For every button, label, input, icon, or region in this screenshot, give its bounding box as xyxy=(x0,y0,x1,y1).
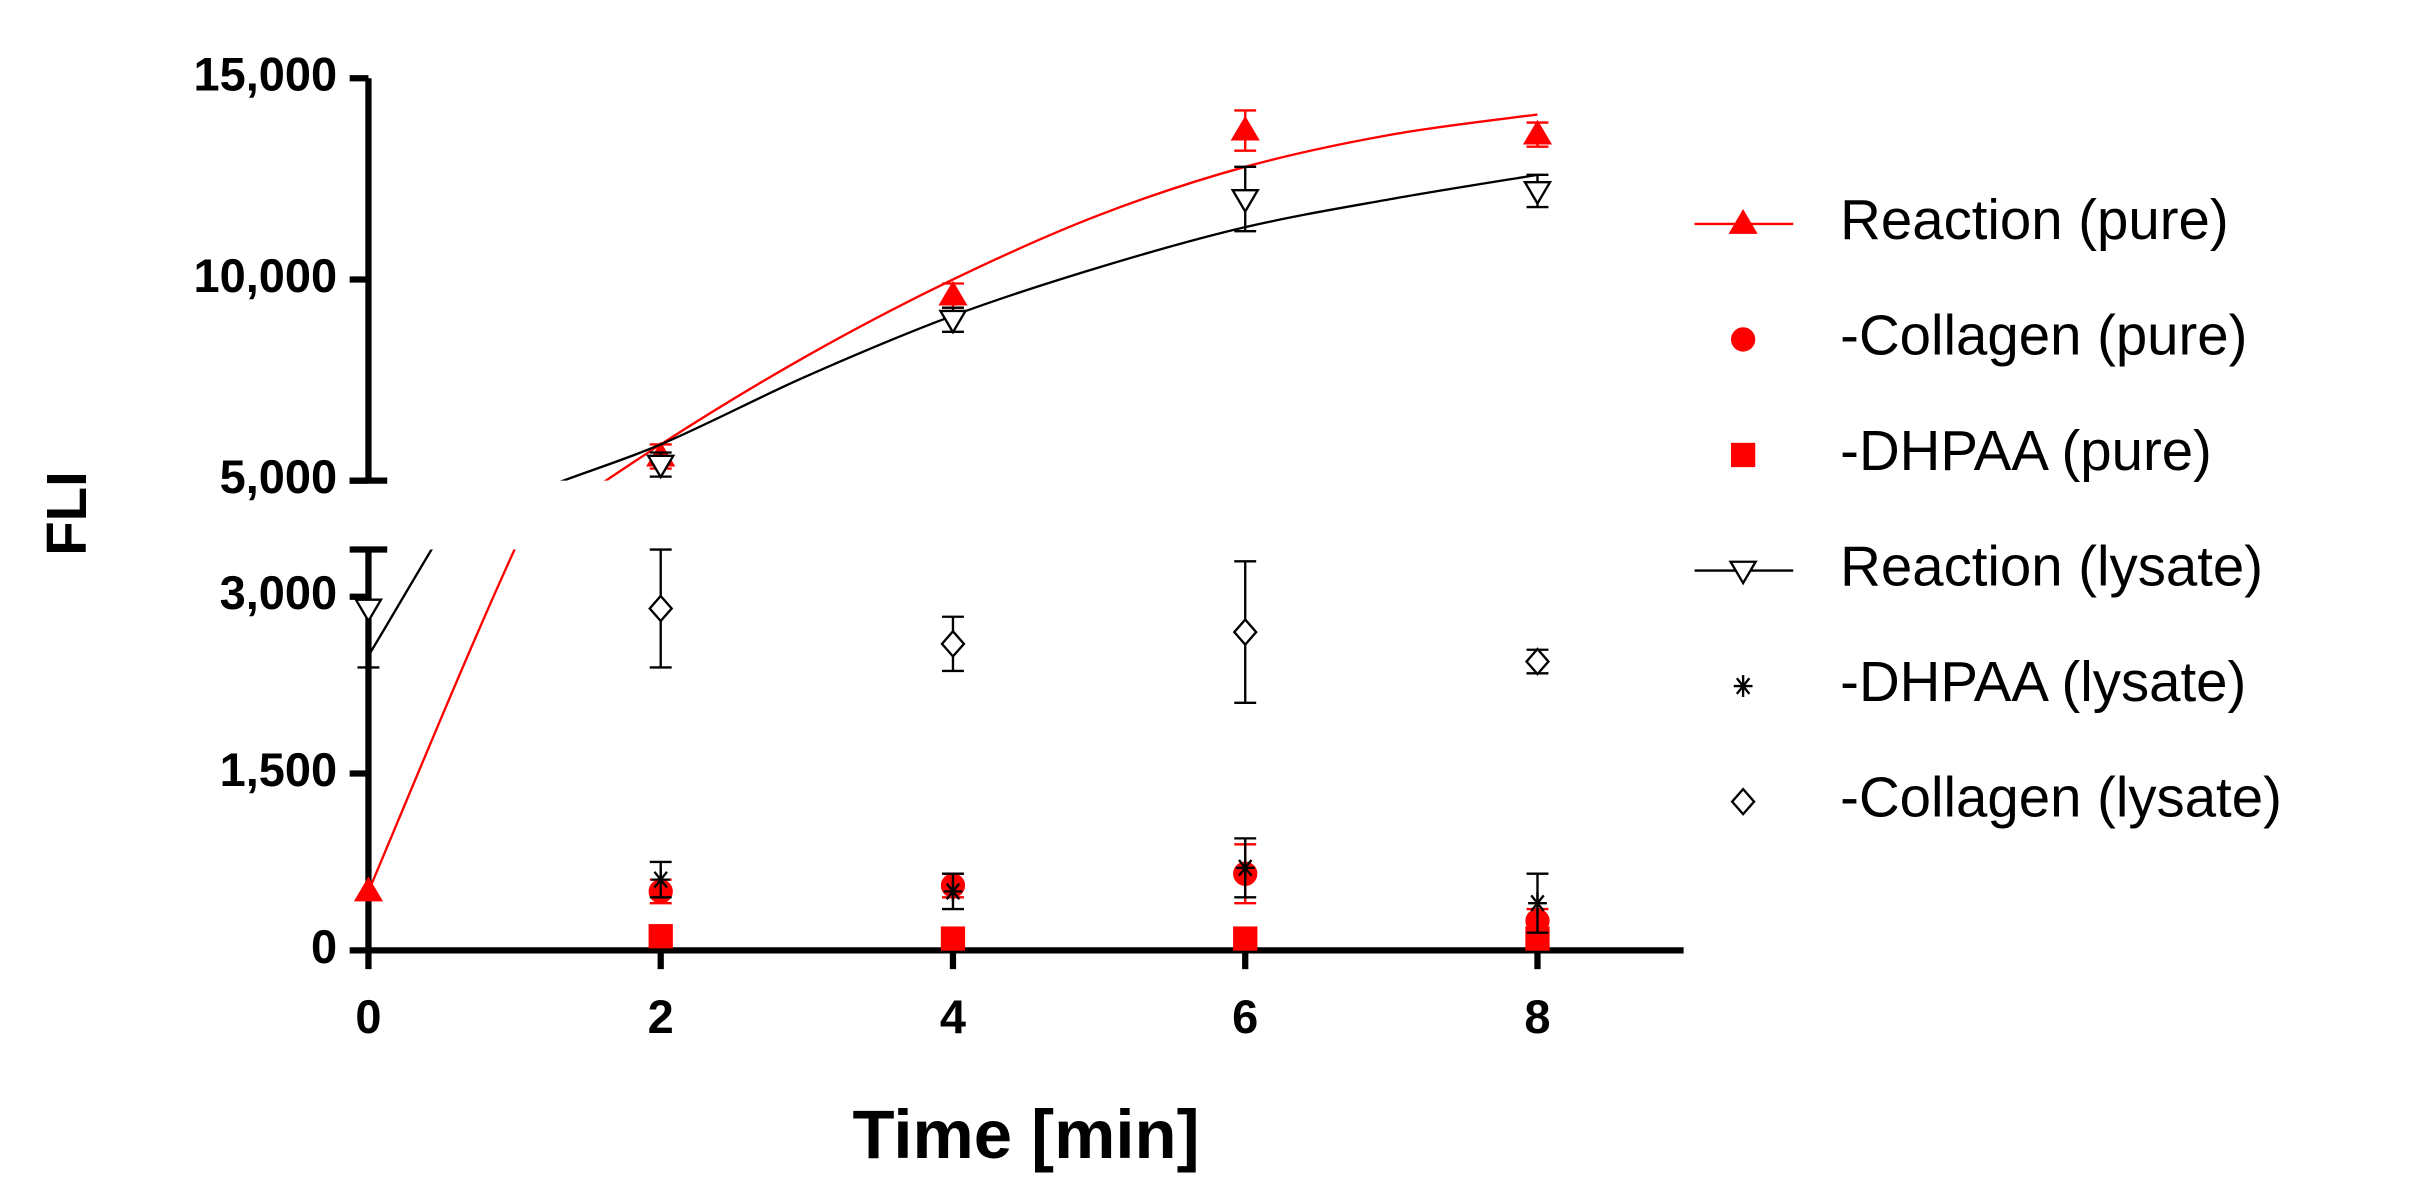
legend-label: Reaction (lysate) xyxy=(1840,534,2263,597)
marker xyxy=(1233,926,1258,951)
x-tick-label: 0 xyxy=(355,990,381,1043)
legend-label: Reaction (pure) xyxy=(1840,188,2228,251)
marker xyxy=(1230,189,1260,214)
marker xyxy=(1232,617,1258,647)
y-tick-label: 15,000 xyxy=(193,48,337,101)
y-tick-label: 5,000 xyxy=(220,450,338,503)
marker xyxy=(1728,560,1758,586)
y-axis-label: FLI xyxy=(35,471,98,556)
marker xyxy=(648,924,673,949)
marker xyxy=(1524,647,1551,676)
marker xyxy=(646,454,676,480)
y-tick-label: 10,000 xyxy=(193,249,337,302)
fit-curve xyxy=(603,113,1538,481)
marker xyxy=(1528,892,1547,915)
marker xyxy=(1230,115,1260,141)
marker xyxy=(938,309,968,335)
x-tick-label: 6 xyxy=(1232,990,1258,1043)
marker xyxy=(1522,119,1553,145)
x-axis-label: Time [min] xyxy=(853,1096,1200,1173)
y-tick-label: 3,000 xyxy=(220,566,338,619)
marker xyxy=(1235,856,1255,879)
marker xyxy=(648,594,674,623)
fit-curve xyxy=(368,549,516,892)
marker xyxy=(1730,327,1756,352)
marker xyxy=(1733,675,1753,698)
marker xyxy=(938,280,968,306)
fit-curve xyxy=(559,173,1538,481)
marker xyxy=(1730,787,1756,816)
marker xyxy=(1522,181,1553,206)
marker xyxy=(353,598,384,624)
marker xyxy=(1730,442,1756,468)
legend-label: -DHPAA (lysate) xyxy=(1840,650,2246,713)
y-tick-label: 0 xyxy=(311,920,337,973)
x-tick-label: 4 xyxy=(940,990,966,1043)
marker xyxy=(940,926,966,951)
legend-label: -Collagen (pure) xyxy=(1840,303,2247,366)
legend-label: -Collagen (lysate) xyxy=(1840,766,2282,829)
marker xyxy=(353,876,384,902)
marker xyxy=(940,629,966,659)
marker xyxy=(651,868,671,891)
legend-label: -DHPAA (pure) xyxy=(1840,419,2212,482)
y-tick-label: 1,500 xyxy=(220,743,338,796)
x-tick-label: 2 xyxy=(648,990,674,1043)
marker xyxy=(1728,209,1758,234)
marker xyxy=(943,880,963,903)
x-tick-label: 8 xyxy=(1524,990,1550,1043)
